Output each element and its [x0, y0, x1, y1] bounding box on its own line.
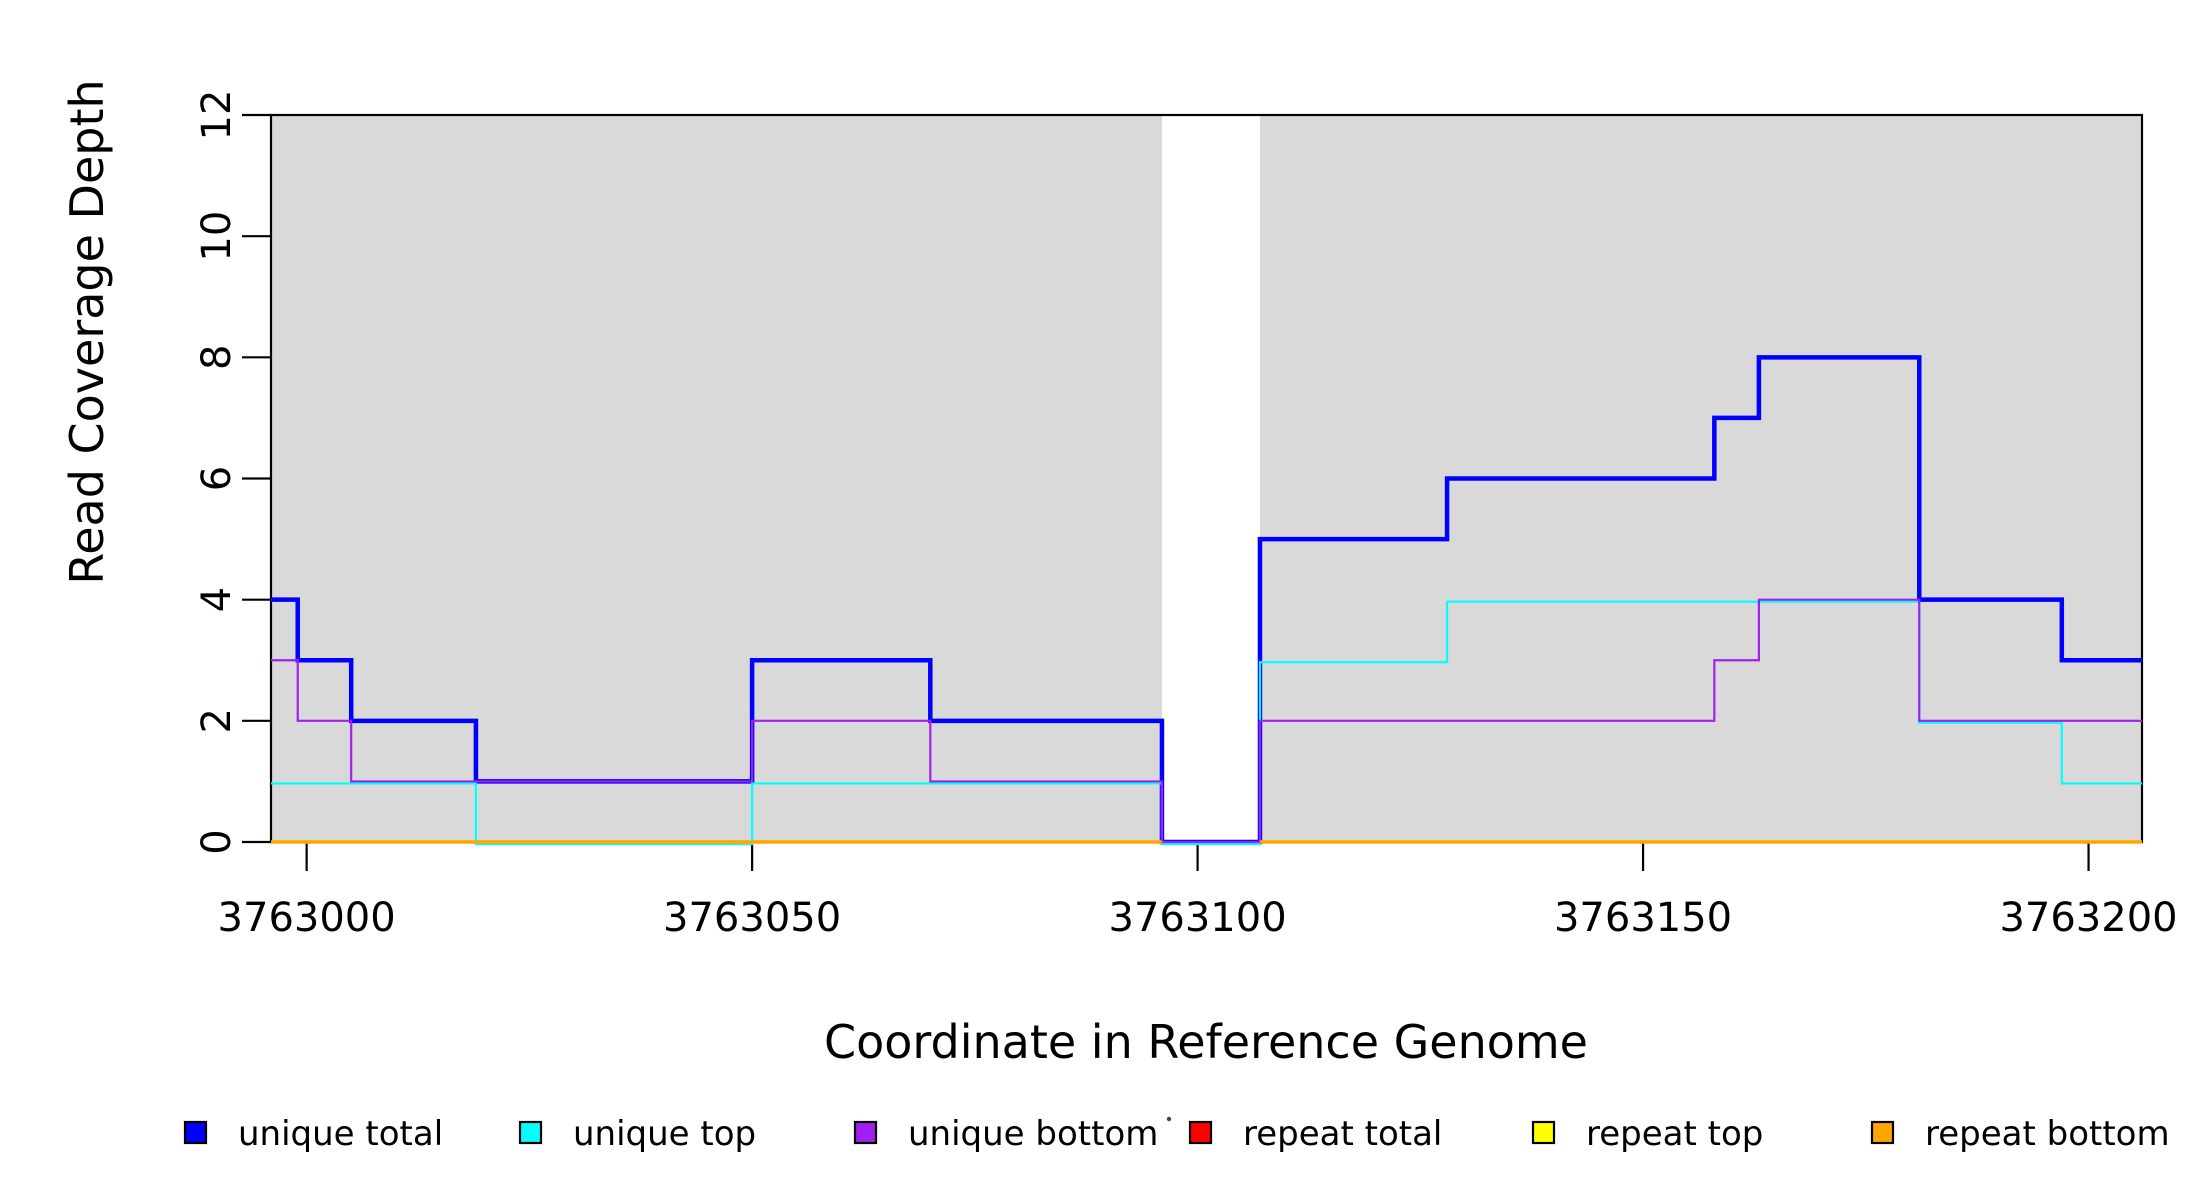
x-axis-title: Coordinate in Reference Genome	[824, 1015, 1588, 1069]
legend-label: unique bottom	[908, 1114, 1158, 1154]
y-axis-title: Read Coverage Depth	[60, 79, 114, 584]
x-tick-label: 3763150	[1554, 895, 1732, 941]
legend-item-repeat-bottom: repeat bottom	[1870, 1114, 2170, 1154]
x-tick-label: 3763050	[663, 895, 841, 941]
legend-label: repeat top	[1586, 1114, 1763, 1154]
series-unique-bottom	[271, 598, 2142, 844]
legend-item-repeat-top: repeat top	[1531, 1114, 1763, 1154]
legend-swatch-repeat-top	[1531, 1120, 1556, 1145]
y-tick-label: 4	[194, 587, 240, 612]
legend-item-unique-bottom: unique bottom	[853, 1114, 1158, 1154]
x-tick-label: 3763200	[1999, 895, 2177, 941]
y-tick-label: 12	[194, 90, 240, 141]
legend-label: unique total	[238, 1114, 443, 1154]
legend-swatch-repeat-total	[1188, 1120, 1213, 1145]
stray-dot-mark	[1166, 1116, 1172, 1122]
legend-swatch-unique-bottom	[853, 1120, 878, 1145]
plot-background-layer	[271, 115, 2142, 842]
y-tick-label: 2	[194, 708, 240, 733]
legend-label: repeat total	[1243, 1114, 1442, 1154]
x-tick-label: 3763100	[1109, 895, 1287, 941]
y-tick-label: 8	[194, 345, 240, 370]
legend-swatch-unique-top	[518, 1120, 543, 1145]
y-tick-label: 0	[194, 829, 240, 854]
y-tick-label: 6	[194, 466, 240, 491]
y-tick-label: 10	[194, 211, 240, 262]
axes-layer: 3763000 3763050 3763100 3763150 3763200 0 2 4 6 8…	[194, 90, 2178, 941]
series-layer	[271, 355, 2142, 846]
legend-swatch-repeat-bottom	[1870, 1120, 1895, 1145]
legend-swatch-unique-total	[183, 1120, 208, 1145]
plot-shaded-region-0	[271, 115, 1162, 842]
legend-item-unique-top: unique top	[518, 1114, 756, 1154]
legend-label: repeat bottom	[1925, 1114, 2170, 1154]
legend-item-unique-total: unique total	[183, 1114, 443, 1154]
legend-label: unique top	[573, 1114, 756, 1154]
x-tick-label: 3763000	[218, 895, 396, 941]
legend: unique total unique top unique bottom repea…	[183, 1114, 2170, 1154]
legend-item-repeat-total: repeat total	[1188, 1114, 1442, 1154]
